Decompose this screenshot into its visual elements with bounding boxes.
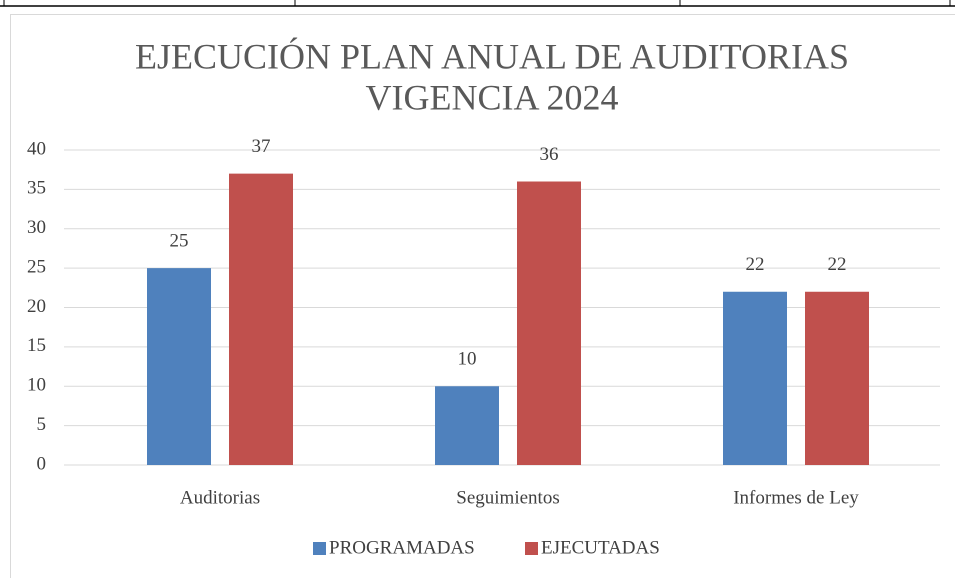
bar [723,291,787,465]
y-tick-label: 10 [27,375,46,396]
x-tick-label: Informes de Ley [733,487,859,508]
data-label: 22 [828,254,847,275]
bar [435,386,499,465]
data-label: 22 [746,254,765,275]
bar [805,291,869,465]
bar [517,181,581,465]
data-label: 36 [540,144,559,165]
chart-title: VIGENCIA 2024 [366,77,619,117]
y-tick-label: 40 [27,138,46,159]
data-label: 37 [252,136,271,157]
legend-label: EJECUTADAS [541,537,660,558]
bar [229,173,293,465]
chart-frame [10,14,955,578]
y-tick-label: 5 [37,414,47,435]
y-tick-label: 30 [27,217,46,238]
y-tick-label: 25 [27,256,46,277]
legend-label: PROGRAMADAS [329,537,475,558]
y-tick-label: 35 [27,178,46,199]
y-tick-label: 15 [27,335,46,356]
legend-swatch [525,542,538,555]
y-tick-label: 0 [37,453,47,474]
bar [147,268,211,465]
legend-swatch [313,542,326,555]
chart-title: EJECUCIÓN PLAN ANUAL DE AUDITORIAS [135,36,849,76]
data-label: 10 [458,349,477,370]
x-tick-label: Auditorias [180,487,260,508]
y-tick-label: 20 [27,296,46,317]
x-tick-label: Seguimientos [456,487,559,508]
data-label: 25 [170,230,189,251]
